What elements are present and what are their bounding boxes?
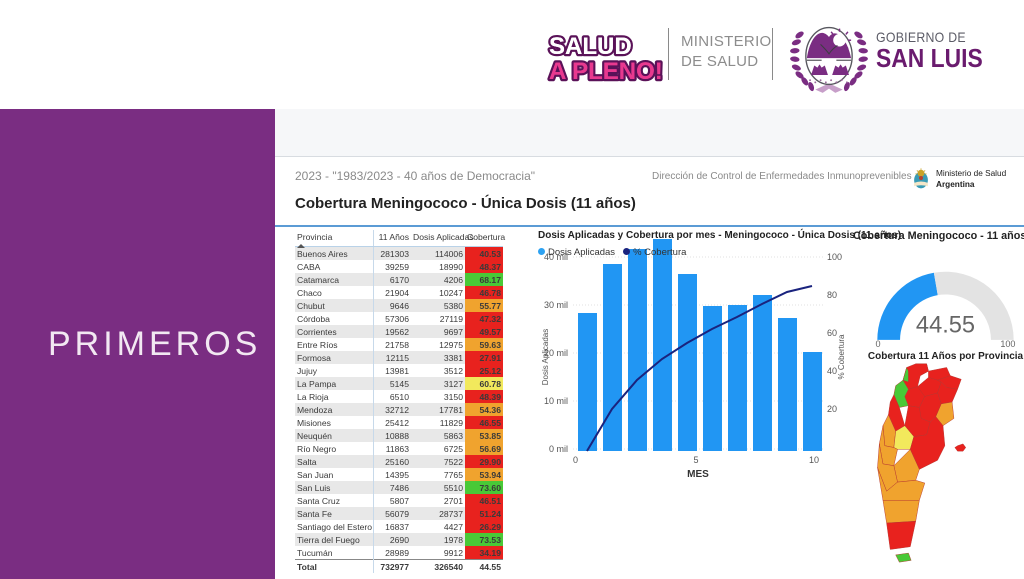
svg-text:30 mil: 30 mil bbox=[544, 300, 568, 310]
svg-text:A PLENO!: A PLENO! bbox=[549, 58, 663, 85]
svg-text:100: 100 bbox=[1000, 339, 1015, 349]
svg-text:40: 40 bbox=[827, 366, 837, 376]
svg-text:44.55: 44.55 bbox=[916, 313, 975, 339]
svg-text:80: 80 bbox=[827, 290, 837, 300]
svg-text:20: 20 bbox=[827, 404, 837, 414]
svg-text:MES: MES bbox=[687, 469, 709, 480]
svg-text:100: 100 bbox=[827, 252, 842, 262]
svg-text:0: 0 bbox=[876, 339, 881, 349]
svg-text:0 mil: 0 mil bbox=[549, 444, 568, 454]
svg-text:10 mil: 10 mil bbox=[544, 396, 568, 406]
svg-text:Dosis Aplicadas: Dosis Aplicadas bbox=[541, 329, 550, 385]
svg-text:0: 0 bbox=[573, 455, 578, 465]
svg-text:10: 10 bbox=[809, 455, 819, 465]
svg-text:SALUD: SALUD bbox=[549, 33, 632, 60]
svg-text:60: 60 bbox=[827, 328, 837, 338]
svg-text:% Cobertura: % Cobertura bbox=[837, 334, 846, 379]
svg-text:5: 5 bbox=[693, 455, 698, 465]
